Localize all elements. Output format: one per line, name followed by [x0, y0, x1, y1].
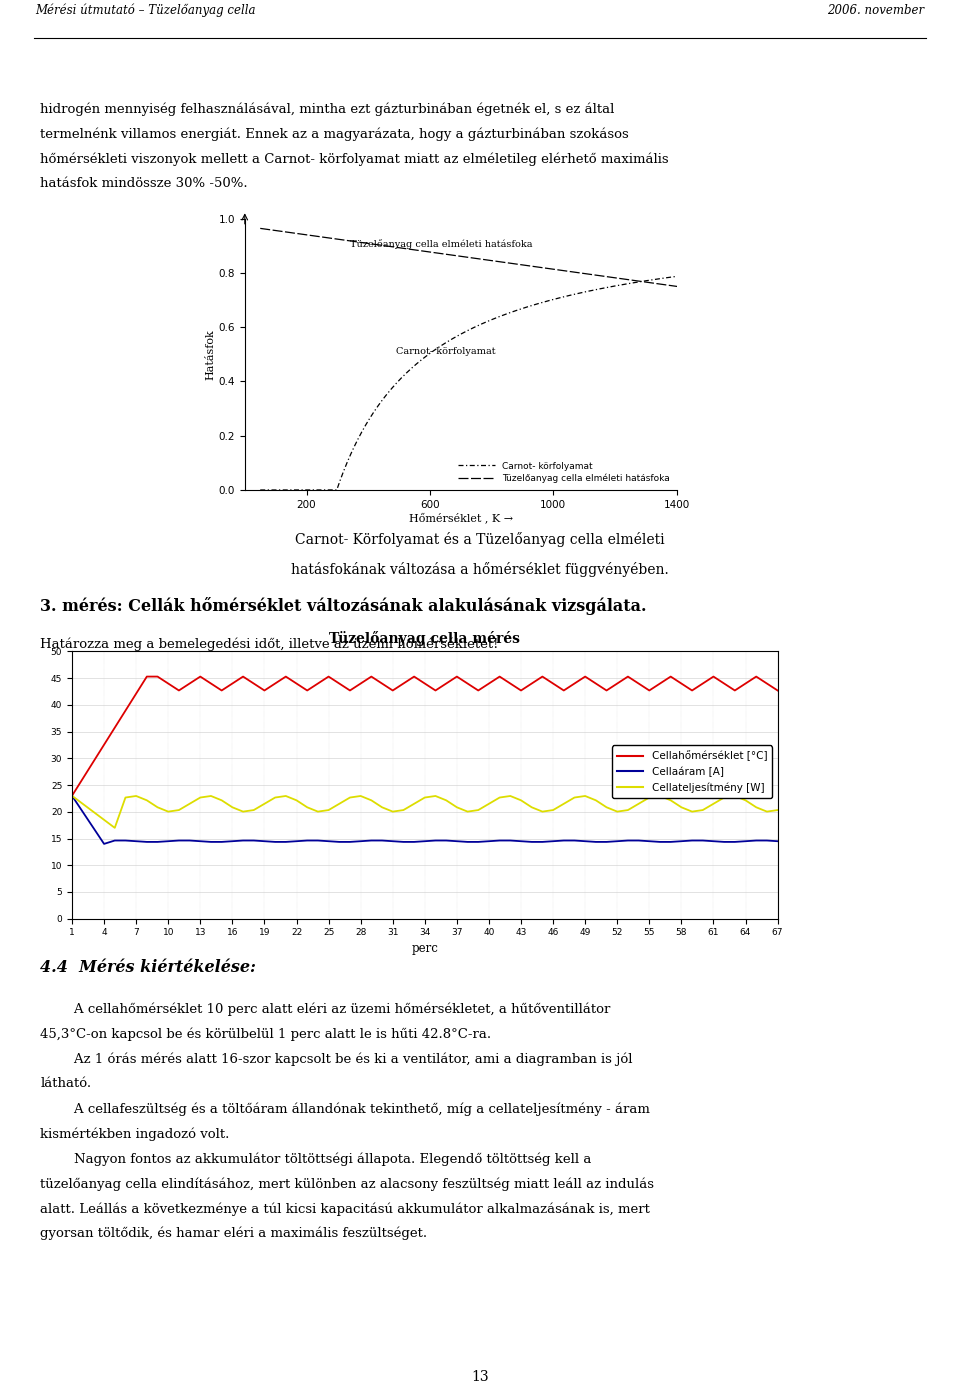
Text: 45,3°C-on kapcsol be és körülbelül 1 perc alatt le is hűti 42.8°C-ra.: 45,3°C-on kapcsol be és körülbelül 1 per…: [40, 1027, 492, 1041]
Legend: Cellahőmérséklet [°C], Cellaáram [A], Cellateljesítmény [W]: Cellahőmérséklet [°C], Cellaáram [A], Ce…: [612, 746, 773, 798]
Text: 4.4  Mérés kiértékelése:: 4.4 Mérés kiértékelése:: [40, 959, 256, 976]
Text: Nagyon fontos az akkumulátor töltöttségi állapota. Elegendő töltöttség kell a: Nagyon fontos az akkumulátor töltöttségi…: [40, 1153, 591, 1165]
Text: Határozza meg a bemelegedési időt, illetve az üzemi hőmérsékletet!: Határozza meg a bemelegedési időt, illet…: [40, 638, 498, 651]
Text: A cellahőmérséklet 10 perc alatt eléri az üzemi hőmérsékletet, a hűtőventillátor: A cellahőmérséklet 10 perc alatt eléri a…: [40, 1002, 611, 1016]
Text: 13: 13: [471, 1370, 489, 1384]
Title: Tüzelőanyag cella mérés: Tüzelőanyag cella mérés: [329, 631, 520, 646]
Text: hatásfok mindössze 30% -50%.: hatásfok mindössze 30% -50%.: [40, 177, 248, 191]
Text: 3. mérés: Cellák hőmérséklet változásának alakulásának vizsgálata.: 3. mérés: Cellák hőmérséklet változásána…: [40, 597, 647, 615]
Text: hőmérsékleti viszonyok mellett a Carnot- körfolyamat miatt az elméletileg elérhe: hőmérsékleti viszonyok mellett a Carnot-…: [40, 152, 669, 166]
Legend: Carnot- körfolyamat, Tüzelőanyag cella elméleti hatásfoka: Carnot- körfolyamat, Tüzelőanyag cella e…: [456, 459, 672, 486]
Text: gyorsan töltődik, és hamar eléri a maximális feszültséget.: gyorsan töltődik, és hamar eléri a maxim…: [40, 1226, 427, 1240]
Text: 2006. november: 2006. november: [828, 4, 924, 17]
Text: Carnot- körfolyamat: Carnot- körfolyamat: [396, 347, 495, 356]
X-axis label: perc: perc: [412, 941, 438, 955]
Text: Tüzelőanyag cella elméleti hatásfoka: Tüzelőanyag cella elméleti hatásfoka: [349, 239, 532, 249]
Text: hidrogén mennyiség felhasználásával, mintha ezt gázturbinában égetnék el, s ez á: hidrogén mennyiség felhasználásával, min…: [40, 103, 614, 116]
Text: tüzelőanyag cella elindításához, mert különben az alacsony feszültség miatt leál: tüzelőanyag cella elindításához, mert kü…: [40, 1178, 655, 1190]
Text: alatt. Leállás a következménye a túl kicsi kapacitású akkumulátor alkalmazásának: alatt. Leállás a következménye a túl kic…: [40, 1203, 650, 1215]
Text: Carnot- Körfolyamat és a Tüzelőanyag cella elméleti: Carnot- Körfolyamat és a Tüzelőanyag cel…: [295, 532, 665, 547]
Text: látható.: látható.: [40, 1077, 91, 1090]
Y-axis label: Hatásfok: Hatásfok: [205, 329, 216, 380]
Text: Mérési útmutató – Tüzelőanyag cella: Mérési útmutató – Tüzelőanyag cella: [36, 3, 256, 17]
Text: hatásfokának változása a hőmérséklet függvényében.: hatásfokának változása a hőmérséklet füg…: [291, 562, 669, 576]
X-axis label: Hőmérséklet , K →: Hőmérséklet , K →: [409, 512, 513, 523]
Text: termelnénk villamos energiát. Ennek az a magyarázata, hogy a gázturbinában szoká: termelnénk villamos energiát. Ennek az a…: [40, 128, 629, 141]
Text: Az 1 órás mérés alatt 16-szor kapcsolt be és ki a ventilátor, ami a diagramban i: Az 1 órás mérés alatt 16-szor kapcsolt b…: [40, 1052, 633, 1066]
Text: kismértékben ingadozó volt.: kismértékben ingadozó volt.: [40, 1128, 229, 1140]
Text: A cellafeszültség és a töltőáram állandónak tekinthető, míg a cellateljesítmény : A cellafeszültség és a töltőáram állandó…: [40, 1102, 650, 1116]
